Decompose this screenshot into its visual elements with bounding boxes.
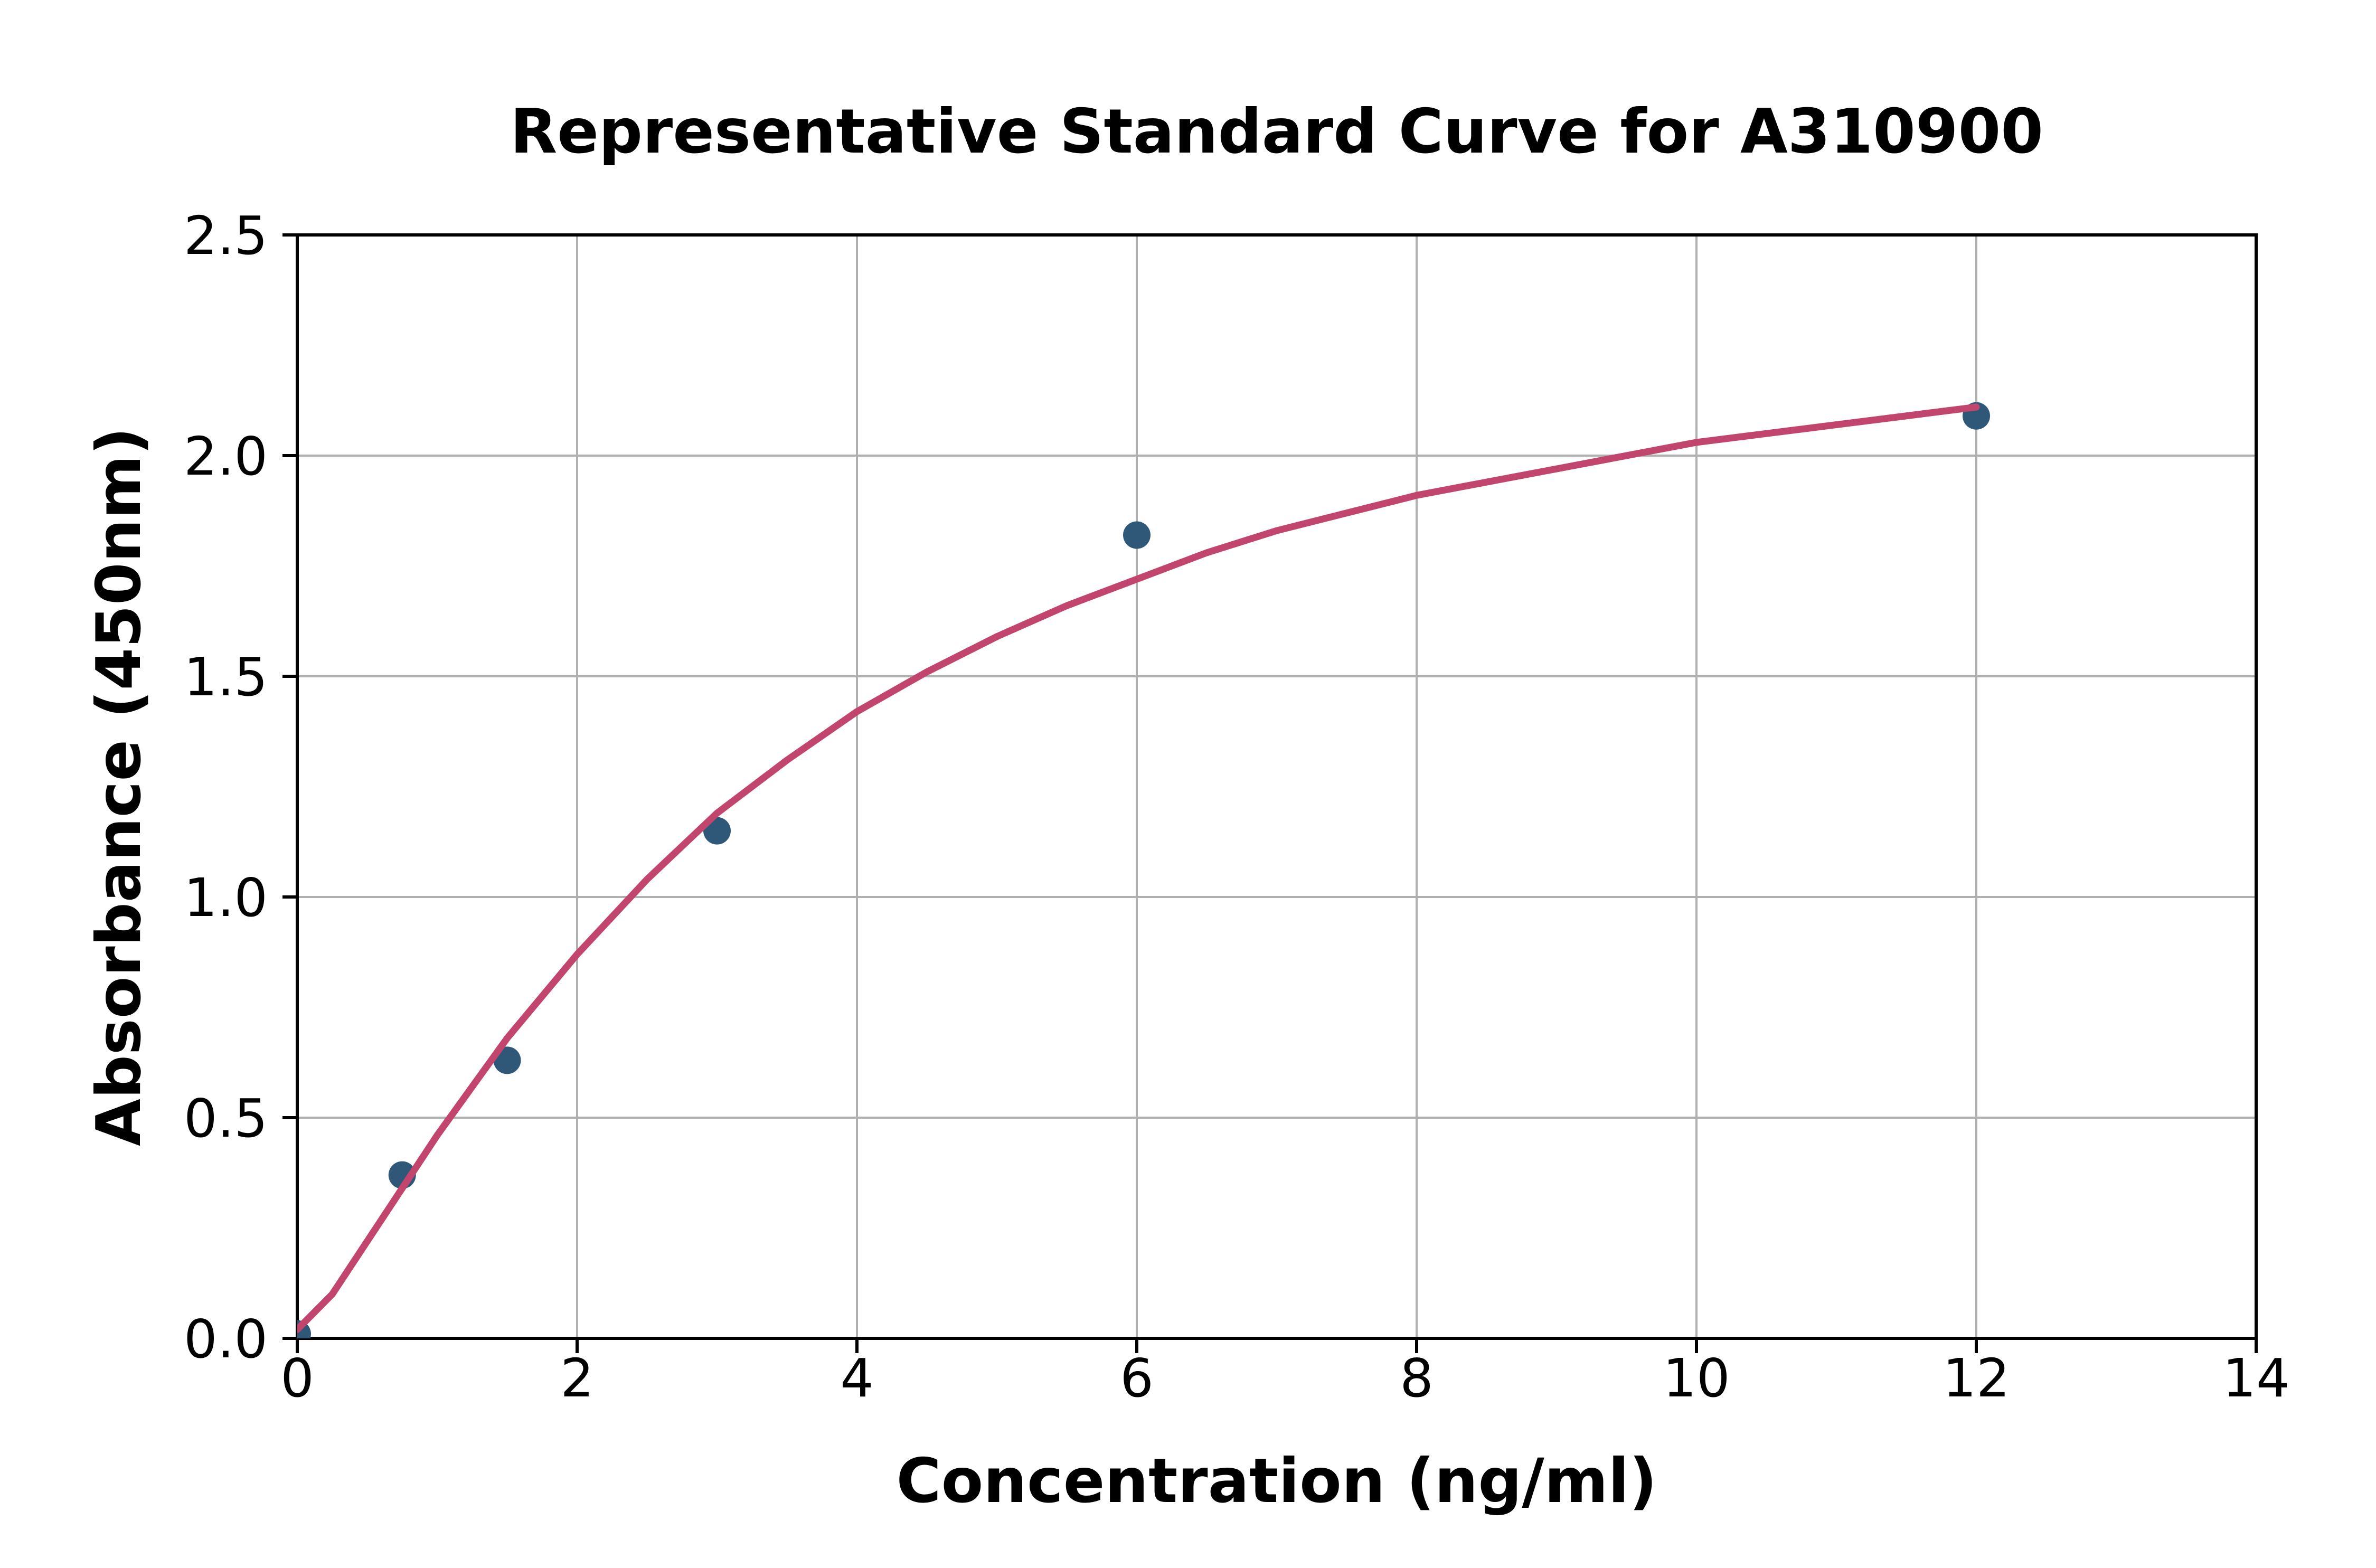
plot-frame <box>296 233 2258 1340</box>
y-tick-label: 1.5 <box>184 646 268 708</box>
y-tick-label: 1.0 <box>184 867 268 929</box>
tick-labels: 0 2 4 6 8 10 12 14 0.0 0.5 1.0 1.5 2.0 2.5 <box>184 205 2290 1409</box>
x-tick-label: 6 <box>1120 1347 1154 1409</box>
standard-points-marker <box>1123 521 1151 549</box>
x-tick-label: 2 <box>560 1347 594 1409</box>
x-tick-label: 12 <box>1943 1347 2010 1409</box>
axis-tick-marks <box>282 233 2258 1353</box>
y-tick-label: 2.5 <box>184 205 268 267</box>
y-tick-label: 2.0 <box>184 426 268 487</box>
data-series <box>297 402 1990 1338</box>
y-tick-label: 0.0 <box>184 1308 268 1370</box>
x-tick-label: 8 <box>1400 1347 1434 1409</box>
x-tick-label: 0 <box>280 1347 314 1409</box>
x-tick-label: 14 <box>2222 1347 2289 1409</box>
gridlines <box>296 234 2257 1339</box>
x-axis-label: Concentration (ng/ml) <box>896 1446 1657 1517</box>
fitted-curve <box>297 403 1980 1333</box>
x-tick-label: 4 <box>840 1347 874 1409</box>
y-tick-label: 0.5 <box>184 1088 268 1149</box>
x-tick-label: 10 <box>1663 1347 1730 1409</box>
chart-title: Representative Standard Curve for A31090… <box>510 96 2044 167</box>
